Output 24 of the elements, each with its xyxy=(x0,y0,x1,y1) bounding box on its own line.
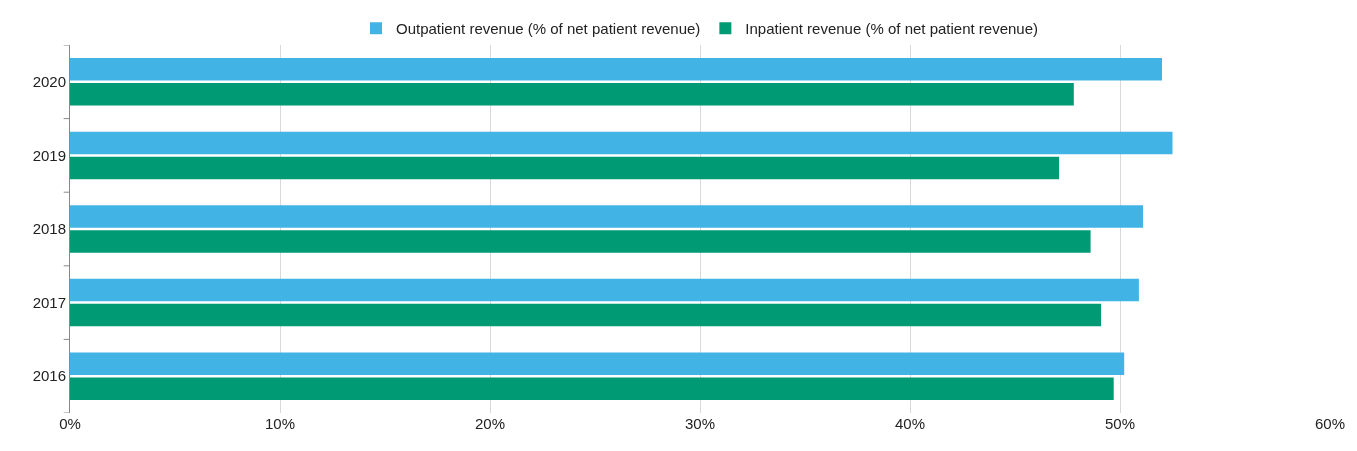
bar xyxy=(70,303,1102,327)
x-tick-label: 0% xyxy=(59,415,81,432)
bar xyxy=(70,377,1114,400)
bar xyxy=(70,156,1060,180)
bar xyxy=(70,83,1074,106)
x-tick-label: 10% xyxy=(264,415,296,432)
legend-label: Outpatient revenue (% of net patient revenue) xyxy=(396,20,701,38)
bar xyxy=(70,230,1091,253)
y-tick-label: 2017 xyxy=(32,293,66,311)
x-tick-label: 40% xyxy=(894,415,926,432)
bar xyxy=(70,278,1139,302)
legend-label: Inpatient revenue (% of net patient revenue) xyxy=(745,20,1039,38)
y-tick-label: 2016 xyxy=(32,367,66,385)
y-tick-label: 2020 xyxy=(32,73,66,91)
x-tick-label: 50% xyxy=(1104,415,1136,432)
y-tick-label: 2018 xyxy=(32,220,66,238)
y-tick-label: 2019 xyxy=(32,146,66,164)
bar xyxy=(70,131,1173,155)
x-tick-label: 60% xyxy=(1314,415,1346,432)
bar xyxy=(70,205,1144,228)
x-tick-label: 30% xyxy=(684,415,716,432)
x-tick-label: 20% xyxy=(474,415,506,432)
bar xyxy=(70,58,1162,81)
bar xyxy=(70,352,1125,375)
